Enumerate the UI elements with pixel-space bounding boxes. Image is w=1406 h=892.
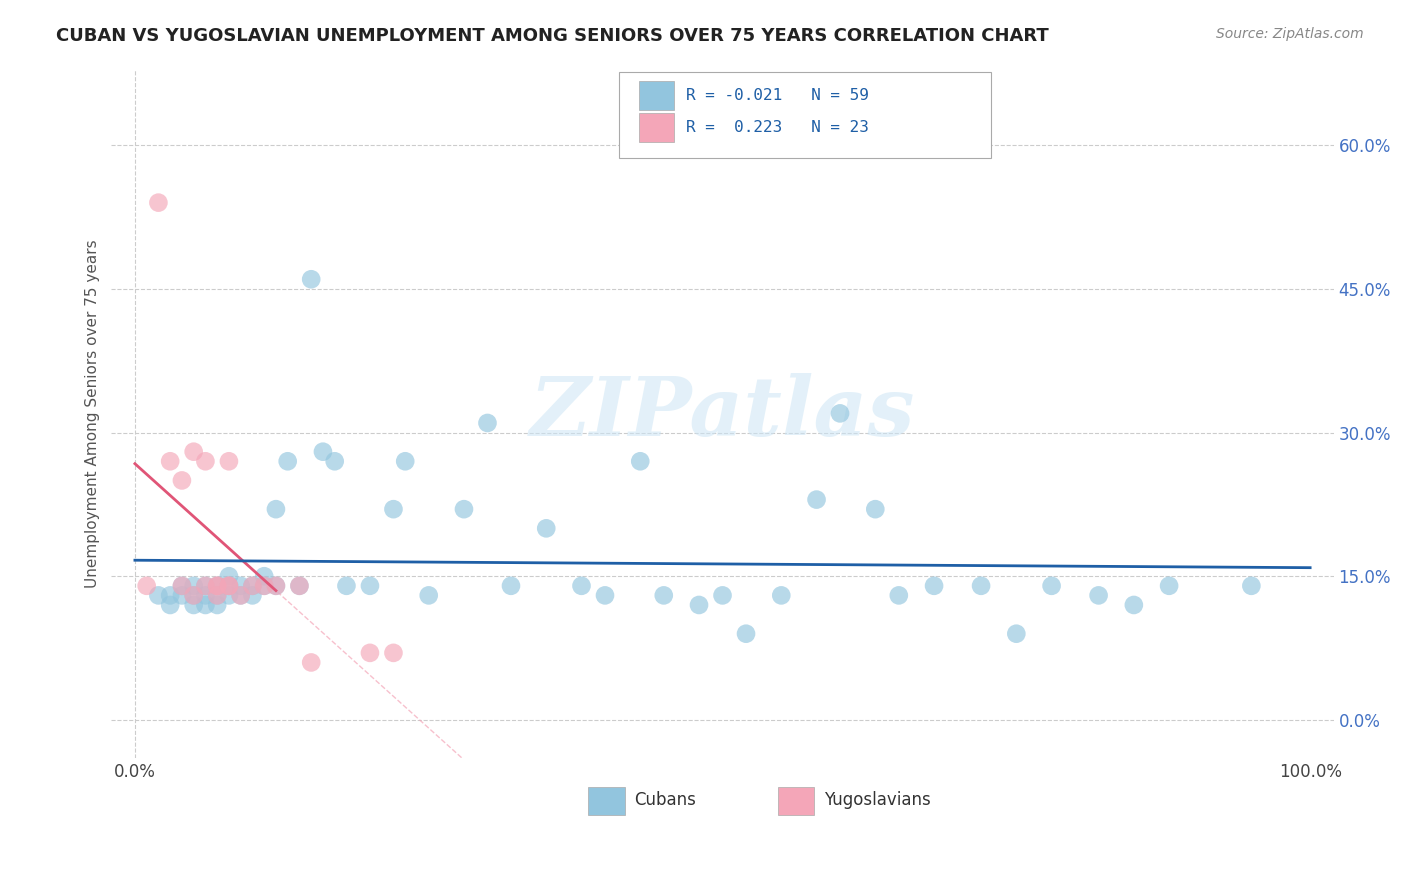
Point xyxy=(194,579,217,593)
Point xyxy=(277,454,299,468)
Point xyxy=(170,474,193,488)
Point xyxy=(205,579,228,593)
Point xyxy=(218,579,240,593)
Point xyxy=(194,598,217,612)
Point xyxy=(159,454,181,468)
Point xyxy=(218,579,240,593)
Point xyxy=(1240,579,1263,593)
Point xyxy=(865,502,887,516)
Point xyxy=(159,598,181,612)
FancyBboxPatch shape xyxy=(640,113,673,143)
Point xyxy=(299,656,322,670)
Point xyxy=(229,588,252,602)
Point xyxy=(218,579,240,593)
Text: Cubans: Cubans xyxy=(634,791,696,809)
FancyBboxPatch shape xyxy=(778,788,814,814)
Point xyxy=(218,454,240,468)
Point xyxy=(194,588,217,602)
Point xyxy=(205,588,228,602)
Point xyxy=(394,454,416,468)
Point xyxy=(183,588,205,602)
Point xyxy=(299,272,322,286)
Point xyxy=(205,579,228,593)
Point xyxy=(148,195,170,210)
Text: R = -0.021   N = 59: R = -0.021 N = 59 xyxy=(686,88,869,103)
Point xyxy=(194,454,217,468)
Point xyxy=(382,502,405,516)
Point xyxy=(264,579,287,593)
Point xyxy=(536,521,558,535)
Point xyxy=(148,588,170,602)
FancyBboxPatch shape xyxy=(640,81,673,110)
Point xyxy=(735,626,758,640)
Point xyxy=(382,646,405,660)
Point xyxy=(242,588,264,602)
Point xyxy=(288,579,311,593)
Point xyxy=(887,588,910,602)
Point xyxy=(312,444,335,458)
Point xyxy=(628,454,651,468)
Point xyxy=(922,579,945,593)
Point xyxy=(359,579,381,593)
Text: CUBAN VS YUGOSLAVIAN UNEMPLOYMENT AMONG SENIORS OVER 75 YEARS CORRELATION CHART: CUBAN VS YUGOSLAVIAN UNEMPLOYMENT AMONG … xyxy=(56,27,1049,45)
Text: R =  0.223   N = 23: R = 0.223 N = 23 xyxy=(686,120,869,136)
Point xyxy=(593,588,616,602)
Point xyxy=(1122,598,1144,612)
FancyBboxPatch shape xyxy=(588,788,624,814)
Point xyxy=(205,598,228,612)
Text: Source: ZipAtlas.com: Source: ZipAtlas.com xyxy=(1216,27,1364,41)
Point xyxy=(242,579,264,593)
Point xyxy=(453,502,475,516)
Point xyxy=(1005,626,1028,640)
FancyBboxPatch shape xyxy=(619,72,991,158)
Point xyxy=(253,579,276,593)
Point xyxy=(806,492,828,507)
Point xyxy=(499,579,522,593)
Point xyxy=(218,569,240,583)
Point xyxy=(828,406,851,420)
Point xyxy=(170,579,193,593)
Point xyxy=(323,454,346,468)
Point xyxy=(205,579,228,593)
Text: ZIPatlas: ZIPatlas xyxy=(530,374,915,453)
Point xyxy=(711,588,734,602)
Point xyxy=(770,588,793,602)
Point xyxy=(218,588,240,602)
Point xyxy=(1087,588,1109,602)
Point xyxy=(205,588,228,602)
Y-axis label: Unemployment Among Seniors over 75 years: Unemployment Among Seniors over 75 years xyxy=(86,239,100,588)
Point xyxy=(183,444,205,458)
Point xyxy=(183,588,205,602)
Point xyxy=(170,579,193,593)
Point xyxy=(335,579,357,593)
Point xyxy=(652,588,675,602)
Point xyxy=(229,588,252,602)
Point xyxy=(264,579,287,593)
Point xyxy=(170,588,193,602)
Point xyxy=(1159,579,1181,593)
Point xyxy=(264,502,287,516)
Point xyxy=(194,579,217,593)
Point xyxy=(183,579,205,593)
Point xyxy=(418,588,440,602)
Point xyxy=(1040,579,1063,593)
Point xyxy=(253,569,276,583)
Point xyxy=(359,646,381,660)
Point xyxy=(253,579,276,593)
Point xyxy=(288,579,311,593)
Text: Yugoslavians: Yugoslavians xyxy=(824,791,931,809)
Point xyxy=(242,579,264,593)
Point xyxy=(970,579,993,593)
Point xyxy=(477,416,499,430)
Point xyxy=(159,588,181,602)
Point xyxy=(183,598,205,612)
Point xyxy=(229,579,252,593)
Point xyxy=(571,579,593,593)
Point xyxy=(135,579,157,593)
Point xyxy=(688,598,710,612)
